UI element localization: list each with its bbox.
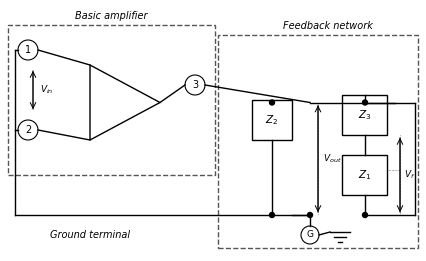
Circle shape	[362, 212, 367, 217]
Text: 3: 3	[192, 80, 198, 90]
Text: G: G	[306, 230, 313, 240]
Bar	[218, 35, 417, 248]
Circle shape	[269, 100, 274, 105]
Bar	[342, 155, 386, 195]
Text: 2: 2	[25, 125, 31, 135]
Text: $V_{out}$: $V_{out}$	[322, 152, 341, 165]
Bar	[8, 25, 215, 175]
Text: Ground terminal: Ground terminal	[50, 230, 130, 240]
Text: $Z_2$: $Z_2$	[265, 113, 278, 127]
Text: $V_f$: $V_f$	[403, 169, 414, 181]
Text: $V_{in}$: $V_{in}$	[40, 84, 53, 96]
Bar	[251, 100, 291, 140]
Circle shape	[307, 212, 312, 217]
Circle shape	[362, 100, 367, 105]
Text: Basic amplifier: Basic amplifier	[75, 11, 147, 21]
Circle shape	[269, 212, 274, 217]
Text: Feedback network: Feedback network	[282, 21, 372, 31]
Text: 1: 1	[25, 45, 31, 55]
Bar	[342, 95, 386, 135]
Text: $Z_3$: $Z_3$	[357, 108, 371, 122]
Text: $Z_1$: $Z_1$	[357, 168, 371, 182]
